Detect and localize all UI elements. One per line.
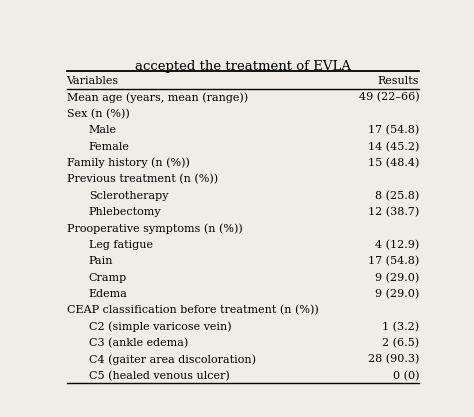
Text: 0 (0): 0 (0) — [393, 371, 419, 381]
Text: C2 (simple varicose vein): C2 (simple varicose vein) — [89, 322, 231, 332]
Text: Phlebectomy: Phlebectomy — [89, 207, 161, 217]
Text: Pain: Pain — [89, 256, 113, 266]
Text: Prooperative symptoms (n (%)): Prooperative symptoms (n (%)) — [66, 224, 242, 234]
Text: Male: Male — [89, 125, 117, 135]
Text: 14 (45.2): 14 (45.2) — [368, 141, 419, 152]
Text: Variables: Variables — [66, 76, 118, 86]
Text: C3 (ankle edema): C3 (ankle edema) — [89, 338, 188, 348]
Text: C5 (healed venous ulcer): C5 (healed venous ulcer) — [89, 371, 229, 381]
Text: 2 (6.5): 2 (6.5) — [382, 338, 419, 348]
Text: C4 (gaiter area discoloration): C4 (gaiter area discoloration) — [89, 354, 255, 365]
Text: Previous treatment (n (%)): Previous treatment (n (%)) — [66, 174, 218, 185]
Text: 17 (54.8): 17 (54.8) — [368, 256, 419, 266]
Text: 4 (12.9): 4 (12.9) — [375, 240, 419, 250]
Text: 49 (22–66): 49 (22–66) — [359, 93, 419, 103]
Text: 8 (25.8): 8 (25.8) — [375, 191, 419, 201]
Text: 9 (29.0): 9 (29.0) — [375, 273, 419, 283]
Text: Leg fatigue: Leg fatigue — [89, 240, 153, 250]
Text: Edema: Edema — [89, 289, 128, 299]
Text: Sex (n (%)): Sex (n (%)) — [66, 109, 129, 119]
Text: 28 (90.3): 28 (90.3) — [368, 354, 419, 365]
Text: Results: Results — [378, 76, 419, 86]
Text: accepted the treatment of EVLA: accepted the treatment of EVLA — [135, 60, 351, 73]
Text: 12 (38.7): 12 (38.7) — [368, 207, 419, 217]
Text: CEAP classification before treatment (n (%)): CEAP classification before treatment (n … — [66, 305, 319, 316]
Text: Family history (n (%)): Family history (n (%)) — [66, 158, 190, 168]
Text: 9 (29.0): 9 (29.0) — [375, 289, 419, 299]
Text: 17 (54.8): 17 (54.8) — [368, 125, 419, 136]
Text: Female: Female — [89, 141, 129, 151]
Text: 15 (48.4): 15 (48.4) — [368, 158, 419, 168]
Text: 1 (3.2): 1 (3.2) — [382, 322, 419, 332]
Text: Sclerotherapy: Sclerotherapy — [89, 191, 168, 201]
Text: Mean age (years, mean (range)): Mean age (years, mean (range)) — [66, 93, 248, 103]
Text: Cramp: Cramp — [89, 273, 127, 283]
